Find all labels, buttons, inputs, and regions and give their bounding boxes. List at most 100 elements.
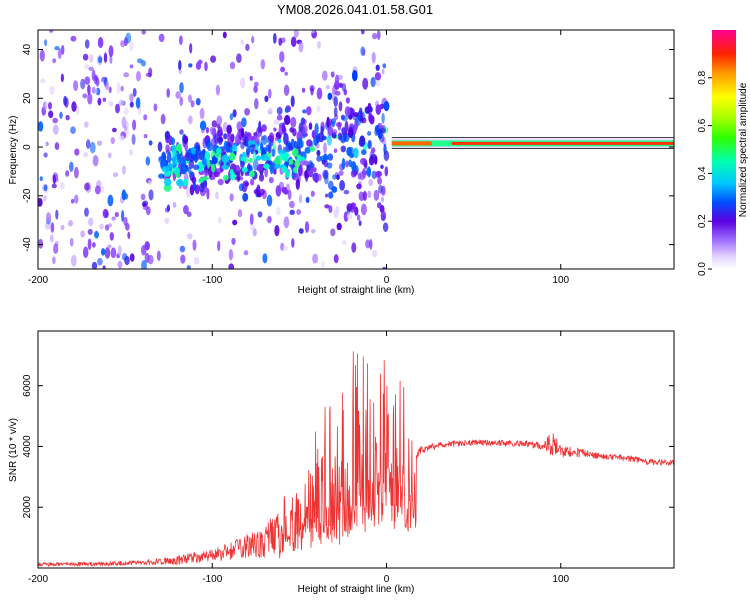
spectrogram-cell — [122, 165, 126, 175]
spectrogram-cell — [258, 173, 265, 182]
spectrogram-cell — [54, 45, 60, 51]
spectrogram-cell — [330, 71, 335, 78]
spectrogram-cell — [52, 174, 57, 185]
spectrogram-cell — [326, 134, 332, 146]
spectrogram-cell — [141, 30, 146, 35]
spectrogram-cell — [136, 58, 143, 64]
spectrogram-cell — [80, 78, 86, 90]
spectrogram-cell — [245, 43, 250, 52]
spectrogram-cell — [274, 156, 282, 166]
spectrogram-cell — [240, 127, 245, 138]
snr-panel: -200 -100 0 100 2000 4000 6000 Height of stra… — [8, 330, 675, 595]
carrier-core-left — [391, 141, 432, 146]
spectrogram-cell — [383, 150, 390, 162]
spectrogram-cell — [347, 127, 354, 138]
spectrogram-cell — [324, 193, 329, 198]
spectrogram-cell — [381, 112, 385, 124]
spectrogram-cell — [377, 176, 383, 185]
spectrogram-cell — [203, 186, 208, 193]
spectrogram-cell — [92, 154, 99, 167]
spectrogram-cell — [289, 209, 295, 215]
spectrogram-cell — [341, 83, 347, 92]
spectrogram-cell — [104, 247, 111, 259]
spectrogram-cell — [232, 219, 238, 226]
spectrogram-cell — [102, 265, 106, 269]
spectrogram-cell — [94, 185, 101, 195]
spectrogram-cell — [343, 211, 349, 222]
spectrogram-cell — [82, 152, 89, 158]
spectrogram-cell — [88, 66, 94, 71]
spectrogram-cell — [166, 88, 170, 98]
spectrogram-cell — [210, 55, 217, 63]
spectrogram-cell — [312, 253, 319, 264]
spectrogram-cell — [158, 33, 165, 43]
spectrogram-cell — [338, 170, 344, 176]
spectrogram-cell — [309, 85, 315, 92]
spectrogram-cell — [175, 173, 181, 178]
spectrogram-cell — [49, 234, 54, 243]
spectrogram-cell — [339, 180, 346, 191]
spectrogram-cell — [284, 107, 289, 113]
spectrogram-cell — [362, 48, 366, 56]
spectrogram-cell — [371, 147, 376, 154]
spectrogram-cell — [192, 239, 197, 251]
spectrogram-cell — [351, 69, 358, 82]
spectrogram-cell — [229, 61, 236, 70]
spectrogram-cell — [295, 178, 300, 190]
spectrogram-cell — [179, 129, 184, 135]
spectrogram-cell — [142, 202, 147, 207]
spectrogram-cell — [60, 224, 65, 231]
spectrogram-cell — [183, 204, 189, 215]
spectrogram-cell — [207, 142, 213, 152]
spectrogram-cell — [331, 129, 338, 135]
spectrogram-cell — [115, 103, 120, 114]
spectrogram-cell — [156, 250, 161, 262]
snr-x-tick-label: -100 — [202, 574, 222, 585]
spectrogram-cell — [218, 138, 223, 145]
spectrogram-cell — [97, 140, 103, 146]
spectrogram-cell — [343, 132, 347, 141]
spectrogram-cell — [179, 157, 186, 167]
spectrogram-y-tick-label: -40 — [22, 237, 33, 252]
spectrogram-cell — [164, 217, 170, 224]
spectrogram-x-ticks: -200 -100 0 100 — [28, 30, 570, 286]
spectrogram-cell — [192, 181, 197, 191]
spectrogram-cell — [70, 126, 76, 135]
spectrogram-cell — [236, 121, 243, 132]
spectrogram-cell — [221, 154, 230, 164]
spectrogram-cell — [89, 141, 96, 154]
spectrogram-cell — [87, 84, 91, 95]
spectrogram-cell — [141, 260, 147, 269]
spectrogram-cell — [293, 173, 299, 181]
spectrogram-cell — [331, 121, 336, 128]
spectrogram-cell — [244, 181, 249, 187]
spectrogram-cell — [362, 77, 369, 90]
spectrogram-cell — [380, 164, 384, 169]
spectrogram-cell — [291, 238, 295, 248]
spectrogram-cell — [273, 127, 277, 132]
spectrogram-cell — [193, 164, 200, 171]
spectrogram-cell — [160, 113, 166, 125]
spectrogram-cell — [180, 254, 186, 264]
spectrogram-cell — [60, 73, 64, 83]
spectrogram-cell — [117, 245, 122, 257]
spectrogram-cell — [129, 148, 133, 156]
spectrogram-cell — [59, 182, 65, 190]
spectrogram-x-label: Height of straight line (km) — [298, 285, 415, 296]
spectrogram-cell — [195, 61, 202, 70]
spectrogram-cell — [284, 71, 288, 76]
spectrogram-cell — [121, 189, 127, 201]
spectrogram-cell — [227, 132, 232, 140]
spectrogram-cell — [38, 197, 43, 207]
spectrogram-cell — [376, 30, 381, 41]
spectrogram-cell — [121, 209, 125, 222]
snr-x-tick-label: 0 — [384, 574, 390, 585]
spectrogram-cell — [108, 45, 114, 57]
spectrogram-cell — [381, 68, 385, 75]
spectrogram-cell — [332, 174, 338, 180]
spectrogram-cell — [305, 196, 310, 203]
spectrogram-cell — [246, 152, 250, 158]
spectrogram-cell — [145, 156, 151, 166]
spectrogram-cell — [163, 178, 172, 187]
spectrogram-cell — [186, 264, 191, 269]
